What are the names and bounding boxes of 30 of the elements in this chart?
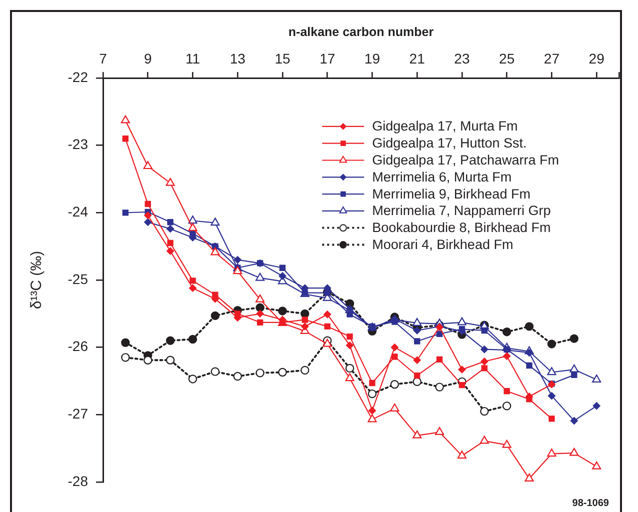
- legend-label: Merrimelia 9, Birkhead Fm: [372, 186, 530, 202]
- x-tick-label: 7: [99, 50, 108, 66]
- y-tick-label: -23: [68, 136, 88, 152]
- y-tick-label: -22: [68, 68, 88, 85]
- x-tick-label: 23: [454, 50, 470, 66]
- legend-label: Moorari 4, Birkhead Fm: [372, 236, 514, 252]
- x-tick-label: 19: [364, 50, 380, 66]
- y-axis-title: δ¹³C (‰): [28, 250, 46, 310]
- legend-label: Merrimelia 7, Nappamerri Grp: [372, 203, 551, 218]
- legend-label: Gidgealpa 17, Murta Fm: [372, 118, 518, 134]
- x-tick-label: 27: [544, 50, 560, 66]
- y-tick-label: -25: [68, 270, 88, 287]
- y-tick-label: -24: [68, 204, 88, 220]
- x-tick-label: 11: [185, 50, 200, 66]
- legend-label: Merrimelia 6, Murta Fm: [372, 169, 512, 184]
- x-tick-label: 17: [320, 50, 336, 66]
- y-tick-label: -28: [68, 472, 88, 489]
- x-tick-label: 15: [274, 50, 290, 66]
- x-tick-label: 9: [144, 50, 152, 66]
- text: 98-1069: [572, 498, 610, 509]
- y-tick-label: -27: [68, 406, 88, 422]
- x-tick-label: 29: [588, 50, 605, 66]
- legend-label: Gidgealpa 17, Patchawarra Fm: [372, 152, 560, 168]
- legend-label: Gidgealpa 17, Hutton Sst.: [372, 136, 527, 151]
- legend-label: Bookabourdie 8, Birkhead Fm: [372, 220, 551, 236]
- y-tick-label: -26: [68, 338, 88, 354]
- x-tick-label: 21: [409, 50, 426, 66]
- x-tick-label: 25: [499, 50, 515, 66]
- x-tick-label: 13: [230, 50, 246, 66]
- x-axis-title: n-alkane carbon number: [288, 24, 434, 39]
